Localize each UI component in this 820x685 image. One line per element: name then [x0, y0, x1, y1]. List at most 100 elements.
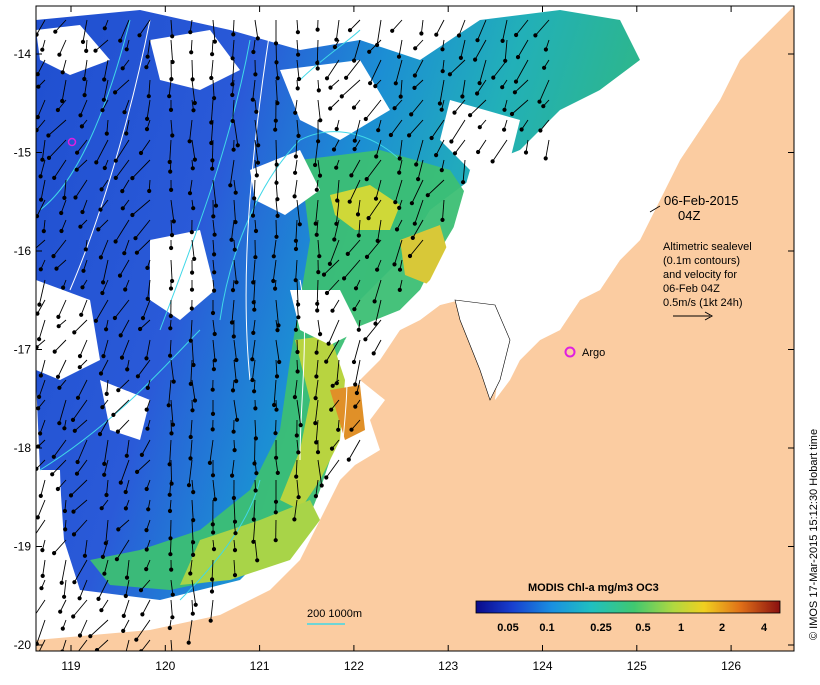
- velocity-arrow-head: [94, 49, 97, 52]
- velocity-arrow-head: [114, 91, 117, 94]
- velocity-arrow-head: [89, 635, 92, 638]
- velocity-arrow-head: [83, 554, 86, 557]
- velocity-arrow-head: [397, 55, 400, 58]
- velocity-arrow-head: [193, 399, 196, 402]
- velocity-arrow-head: [325, 476, 328, 479]
- velocity-arrow-head: [235, 358, 238, 361]
- velocity-arrow-head: [213, 40, 216, 43]
- velocity-arrow-head: [99, 256, 102, 259]
- velocity-arrow-head: [231, 389, 234, 392]
- velocity-arrow-head: [145, 548, 148, 551]
- velocity-arrow-head: [373, 300, 376, 303]
- velocity-arrow-head: [116, 430, 119, 433]
- velocity-arrow-head: [297, 53, 300, 56]
- velocity-arrow-head: [146, 55, 149, 58]
- velocity-arrow-head: [234, 532, 237, 535]
- velocity-arrow-head: [426, 194, 429, 197]
- velocity-arrow-head: [315, 351, 318, 354]
- velocity-arrow-head: [35, 129, 38, 132]
- velocity-arrow-head: [273, 403, 276, 406]
- velocity-arrow-head: [83, 94, 86, 97]
- velocity-arrow-head: [170, 234, 173, 237]
- velocity-arrow-head: [474, 58, 477, 61]
- velocity-arrow-head: [124, 490, 127, 493]
- velocity-arrow-head: [47, 156, 50, 159]
- colorbar-tick-label: 0.05: [497, 622, 518, 634]
- depth-contour-label: 200 1000m: [307, 608, 362, 620]
- velocity-arrow-head: [297, 496, 300, 499]
- velocity-arrow-head: [316, 309, 319, 312]
- velocity-arrow-head: [145, 487, 148, 490]
- velocity-arrow-head: [146, 266, 149, 269]
- velocity-arrow-head: [372, 352, 375, 355]
- velocity-arrow-head: [365, 178, 368, 181]
- velocity-arrow-head: [38, 395, 41, 398]
- velocity-arrow-head: [138, 34, 141, 37]
- velocity-arrow-head: [453, 152, 456, 155]
- velocity-arrow-head: [274, 511, 277, 514]
- legend-line: 06-Feb 04Z: [663, 283, 720, 295]
- velocity-arrow-head: [233, 248, 236, 251]
- velocity-arrow-head: [60, 229, 63, 232]
- velocity-arrow-head: [544, 48, 547, 51]
- colorbar-tick-label: 2: [719, 622, 725, 634]
- velocity-arrow-head: [399, 95, 402, 98]
- velocity-arrow-head: [231, 93, 234, 96]
- velocity-arrow-head: [276, 471, 279, 474]
- velocity-arrow-head: [295, 434, 298, 437]
- velocity-arrow-head: [354, 405, 357, 408]
- velocity-arrow-head: [316, 28, 319, 31]
- velocity-arrow-head: [254, 489, 257, 492]
- legend-line: and velocity for: [663, 269, 737, 281]
- velocity-arrow-head: [47, 134, 50, 137]
- velocity-arrow-head: [476, 92, 479, 95]
- velocity-arrow-head: [117, 528, 120, 531]
- velocity-arrow-head: [347, 458, 350, 461]
- velocity-arrow-head: [398, 171, 401, 174]
- velocity-arrow: [276, 40, 277, 62]
- x-tick-label: 120: [155, 659, 175, 673]
- velocity-arrow-head: [353, 139, 356, 142]
- velocity-arrow-head: [37, 85, 40, 88]
- velocity-arrow-head: [492, 76, 495, 79]
- velocity-arrow-head: [82, 269, 85, 272]
- velocity-arrow-head: [435, 33, 438, 36]
- x-tick-label: 122: [344, 659, 364, 673]
- velocity-arrow-head: [169, 314, 172, 317]
- velocity-arrow-head: [63, 196, 66, 199]
- velocity-arrow-head: [212, 548, 215, 551]
- velocity-arrow-head: [230, 321, 233, 324]
- velocity-arrow-head: [188, 140, 191, 143]
- velocity-arrow-head: [171, 616, 174, 619]
- velocity-arrow-head: [357, 234, 360, 237]
- velocity-arrow-head: [101, 406, 104, 409]
- colorbar-title: MODIS Chl-a mg/m3 OC3: [528, 582, 659, 594]
- velocity-arrow-head: [435, 154, 438, 157]
- velocity-arrow-head: [80, 125, 83, 128]
- velocity-arrow-head: [350, 174, 353, 177]
- velocity-arrow-head: [274, 539, 277, 542]
- velocity-arrow-head: [168, 509, 171, 512]
- velocity-arrow-head: [318, 255, 321, 258]
- velocity-arrow-head: [420, 32, 423, 35]
- velocity-arrow-head: [189, 435, 192, 438]
- velocity-arrow-head: [73, 331, 76, 334]
- velocity-arrow-head: [79, 114, 82, 117]
- velocity-arrow-head: [314, 222, 317, 225]
- velocity-arrow-head: [78, 366, 81, 369]
- velocity-arrow-head: [208, 461, 211, 464]
- velocity-arrow: [255, 440, 256, 464]
- velocity-arrow-head: [331, 384, 334, 387]
- velocity-arrow-head: [56, 108, 59, 111]
- velocity-arrow-head: [515, 33, 518, 36]
- velocity-arrow-head: [147, 95, 150, 98]
- velocity-arrow-head: [58, 386, 61, 389]
- velocity-arrow-head: [169, 537, 172, 540]
- velocity-arrow-head: [73, 429, 76, 432]
- velocity-arrow-head: [252, 50, 255, 53]
- velocity-arrow-head: [413, 86, 416, 89]
- velocity-arrow-head: [39, 268, 42, 271]
- velocity-arrow-head: [100, 507, 103, 510]
- velocity-arrow-head: [408, 254, 411, 257]
- colorbar-gradient: [476, 601, 780, 613]
